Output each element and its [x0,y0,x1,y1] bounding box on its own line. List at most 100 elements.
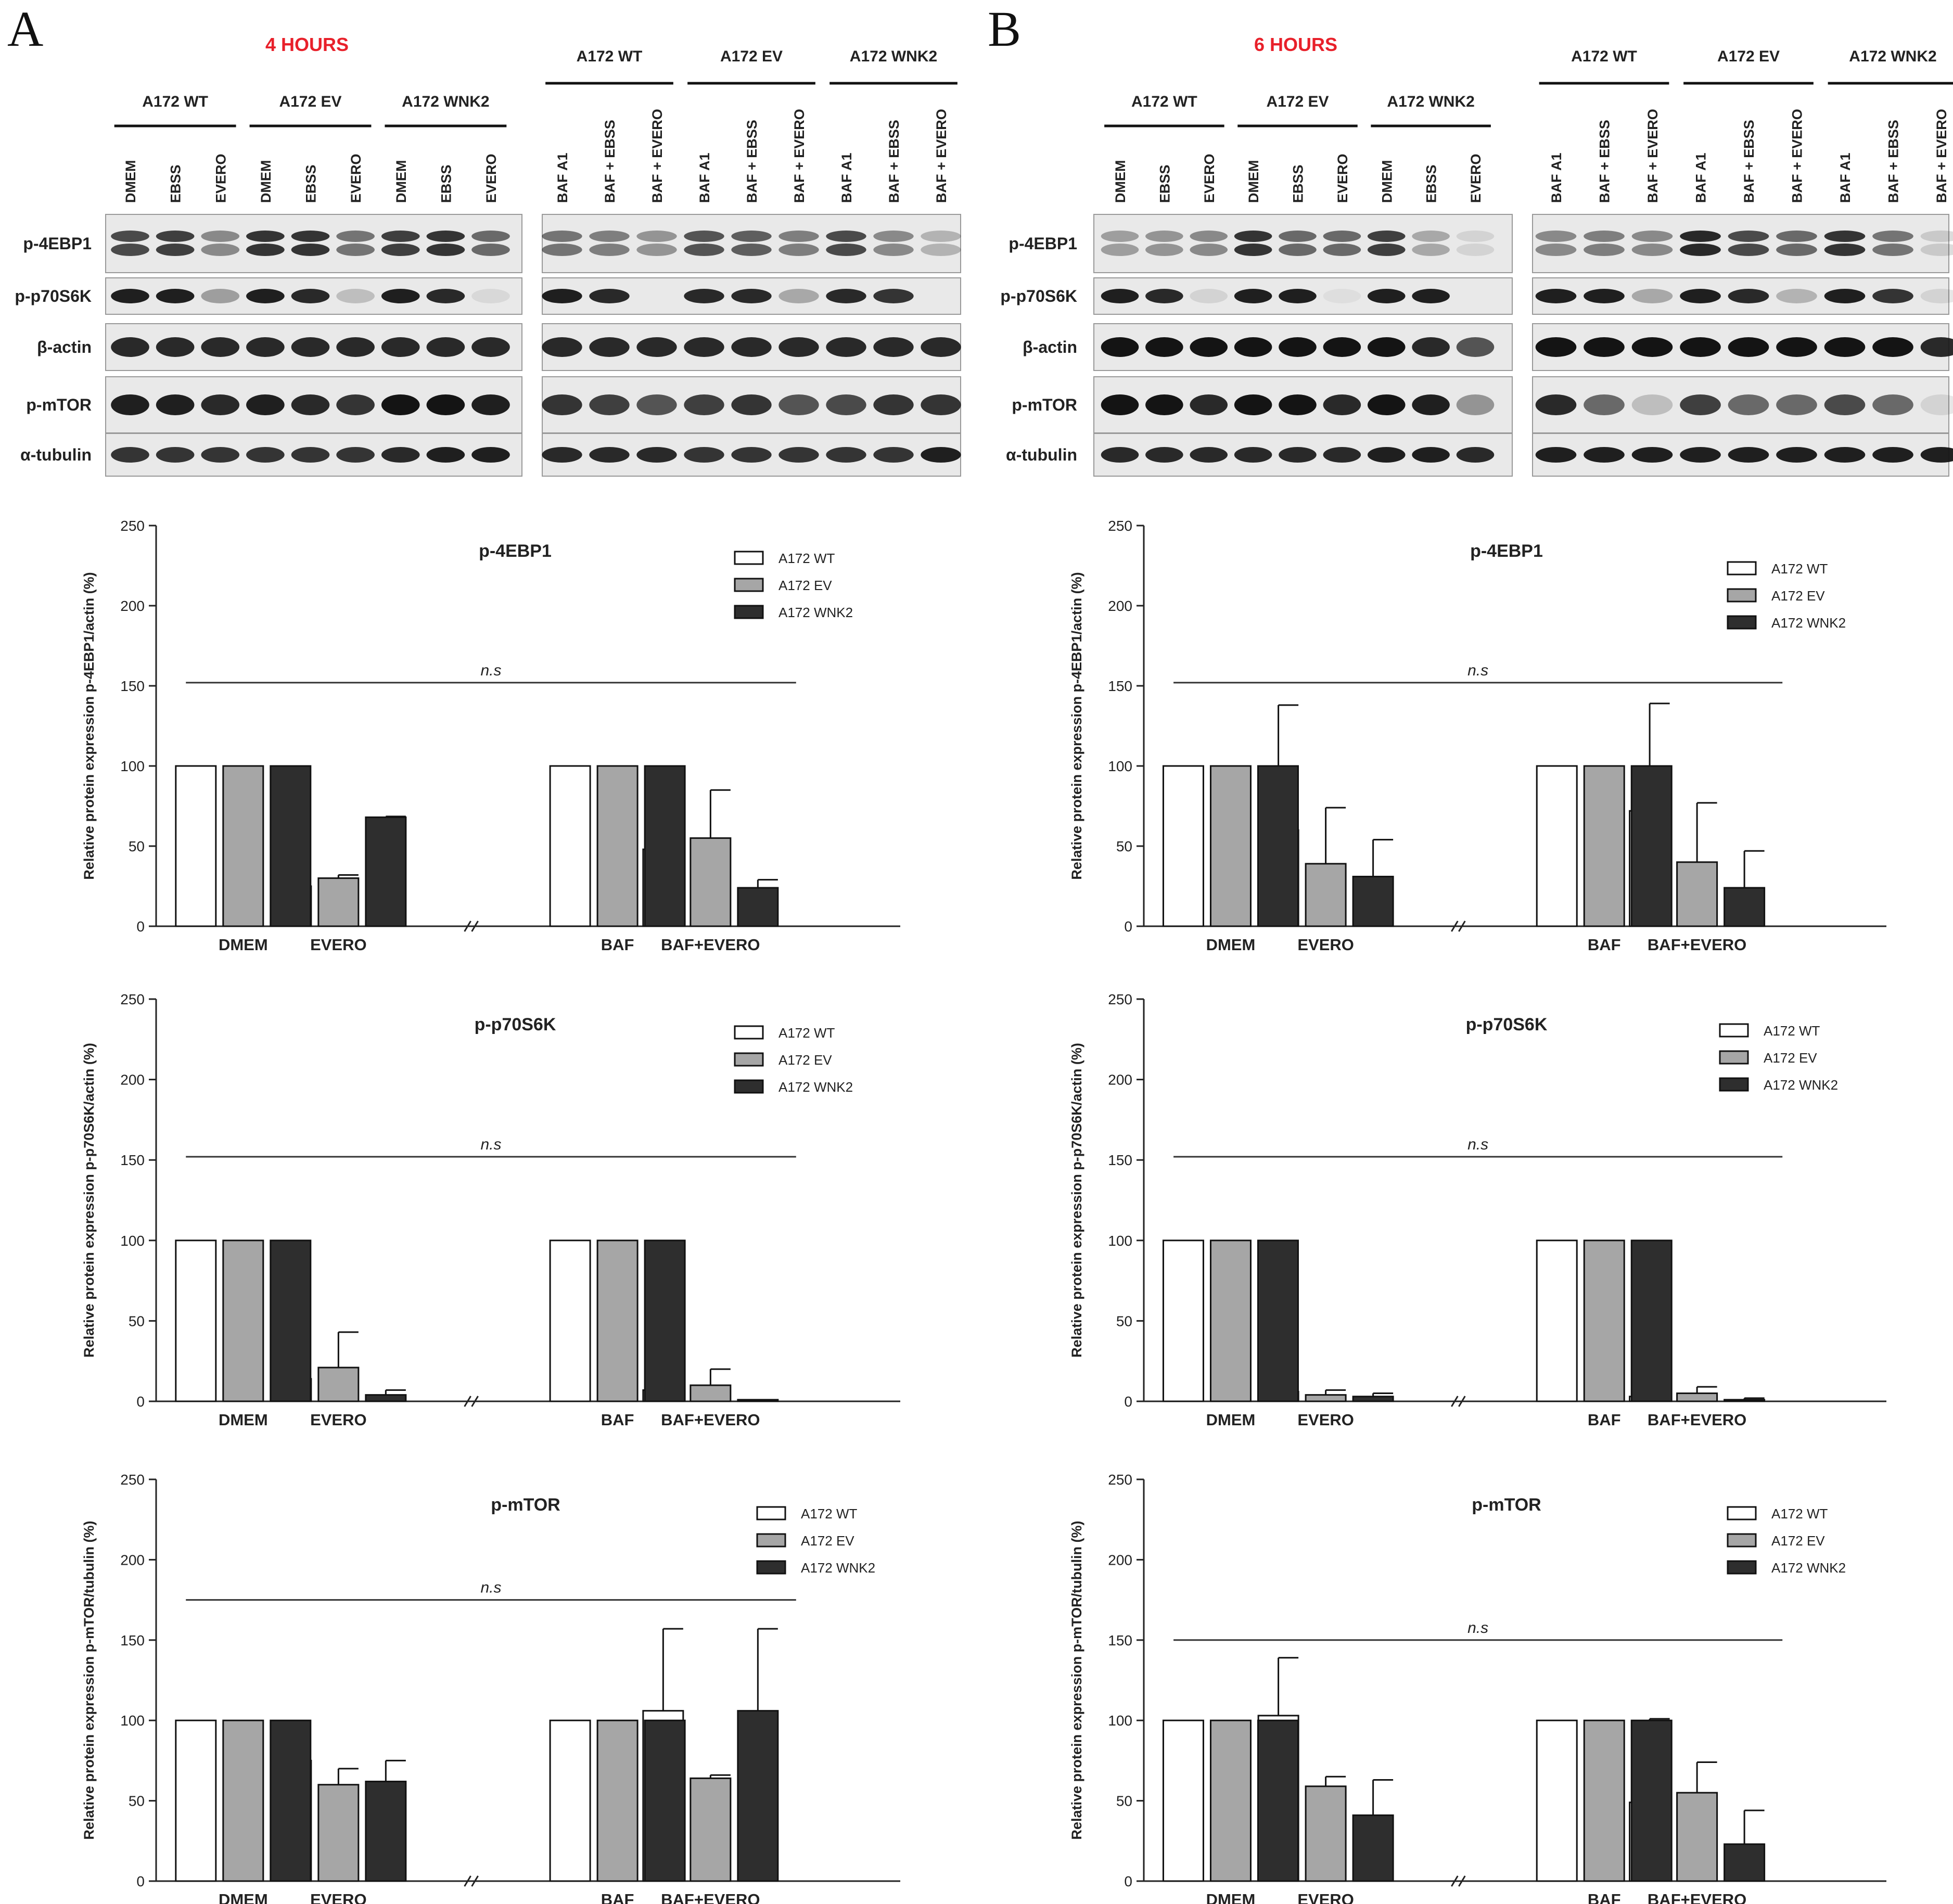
bar-a172-wnk2 [1352,1396,1394,1402]
blot-strip-mtor [1532,376,1953,433]
band [1367,244,1406,256]
band [1456,244,1495,256]
band [1367,337,1406,357]
bar-a172-wnk2 [1257,765,1299,927]
band [1535,447,1577,463]
blot-strip-tub [105,433,522,477]
lane-label: EVERO [1202,154,1217,203]
chart-title: p-4EBP1 [479,541,552,561]
band [1412,231,1450,242]
band [589,447,630,463]
group-header: A172 EV [1717,48,1780,65]
legend-label: A172 WNK2 [1771,615,1846,631]
blot-left: A172 WT A172 EV A172 WNK2 DMEM EBSS EVERO DMEM… [105,93,522,477]
bar-a172-wt [549,1239,591,1402]
band [336,289,375,303]
band [873,289,914,303]
band [1824,289,1866,303]
bar-a172-wnk2 [1630,1239,1673,1402]
band [1412,394,1450,415]
lane-label: BAF + EVERO [649,109,665,203]
x-tick-label: BAF [601,936,634,954]
group-header: A172 WT [142,93,208,110]
band [111,289,149,303]
y-tick-label: 200 [120,1552,145,1568]
bar-a172-ev [690,1384,732,1402]
panel-b: B 6 HOURS A172 WT A172 EV A172 WNK2 DMEM EBSS E… [988,1,1953,477]
band [731,289,772,303]
legend-label: A172 EV [1771,1533,1825,1549]
lane-label: BAF + EBSS [1886,120,1901,203]
band [1367,231,1406,242]
bar-a172-wnk2 [1724,1399,1766,1402]
band [1323,394,1361,415]
legend-swatch [1719,1050,1749,1065]
band [1872,244,1913,256]
bar-a172-wnk2 [270,1239,312,1402]
y-tick-label: 250 [120,991,145,1007]
band [246,289,285,303]
band [1190,394,1228,415]
band [826,231,866,242]
panel-letter: B [988,1,1021,57]
band [873,231,914,242]
lane-label: EBSS [438,164,454,203]
row-label: β-actin [37,338,92,356]
row-label: p-mTOR [26,395,92,414]
row-label: p-4EBP1 [23,234,92,253]
band [156,231,195,242]
group-header: A172 WNK2 [1849,48,1936,65]
x-tick-label: BAF+EVERO [1648,936,1746,954]
lane-label: EBSS [168,164,184,203]
lane-label: EVERO [348,154,364,203]
y-axis-label: Relative protein expression p-4EBP1/acti… [1069,572,1084,879]
blot-strip-mtor [1093,376,1513,433]
lane-label: BAF + EBSS [602,120,618,203]
band [1728,337,1769,357]
legend-label: A172 EV [801,1533,854,1549]
band [1279,244,1317,256]
band [291,394,330,415]
legend-label: A172 WT [801,1506,857,1522]
legend-label: A172 WNK2 [778,605,853,620]
band [111,394,149,415]
band [778,289,819,303]
band [1323,337,1361,357]
band [1145,394,1183,415]
band [1680,447,1721,463]
legend-swatch [1727,615,1757,630]
legend-swatch [756,1533,786,1548]
band [336,231,375,242]
y-tick-label: 100 [120,758,145,774]
band [1234,337,1272,357]
lane-label: DMEM [1379,160,1395,203]
legend-label: A172 WT [1771,561,1828,577]
legend-label: A172 WT [1764,1023,1820,1039]
x-tick-label: EVERO [310,1890,367,1904]
time-label: 6 HOURS [1254,34,1337,55]
band [1234,289,1272,303]
band [246,394,285,415]
bar-a172-wnk2 [1257,1719,1299,1882]
significance-label: n.s [1467,1619,1488,1637]
blot-left: A172 WT A172 EV A172 WNK2 DMEM EBSS EVERO DMEM… [1093,93,1513,477]
band [1680,394,1721,415]
bar-a172-ev [690,837,732,927]
lane-label: BAF + EVERO [1790,109,1805,203]
blot-strip-actin [105,323,522,371]
group-header: A172 WNK2 [402,93,489,110]
legend-label: A172 WT [778,1025,835,1041]
band [1279,289,1317,303]
band [426,244,465,256]
group-header: A172 WT [1131,93,1197,110]
band [1456,394,1495,415]
significance-label: n.s [1467,662,1488,679]
y-tick-label: 100 [1108,1713,1132,1729]
band [1234,231,1272,242]
bar-a172-wnk2 [737,1399,779,1402]
band [542,289,582,303]
y-tick-label: 150 [1108,1632,1132,1649]
legend-swatch [1727,1533,1757,1548]
band [1584,231,1625,242]
